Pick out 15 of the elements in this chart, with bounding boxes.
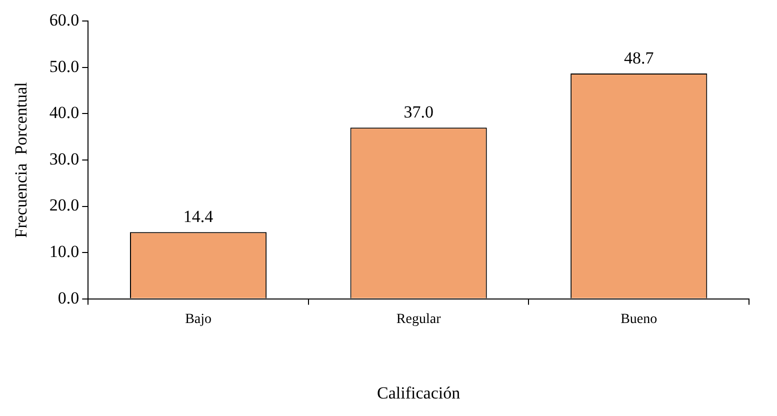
y-tick-label: 20.0 — [49, 196, 80, 215]
y-tick-label: 0.0 — [58, 288, 80, 308]
data-label: 14.4 — [183, 207, 214, 226]
x-tick-label: Bajo — [185, 312, 212, 327]
y-tick-label: 50.0 — [49, 56, 80, 76]
y-axis-title: Frecuencia Porcentual — [12, 82, 31, 238]
y-tick-label: 30.0 — [49, 149, 80, 168]
x-tick-label: Bueno — [620, 312, 658, 327]
y-tick-label: 60.0 — [49, 10, 80, 30]
data-label: 48.7 — [624, 48, 654, 68]
y-tick-label: 40.0 — [49, 103, 80, 122]
x-tick-label: Regular — [396, 312, 442, 327]
y-tick-label: 10.0 — [49, 242, 80, 261]
x-axis-title: Calificación — [377, 383, 461, 402]
data-label: 37.0 — [404, 102, 434, 122]
